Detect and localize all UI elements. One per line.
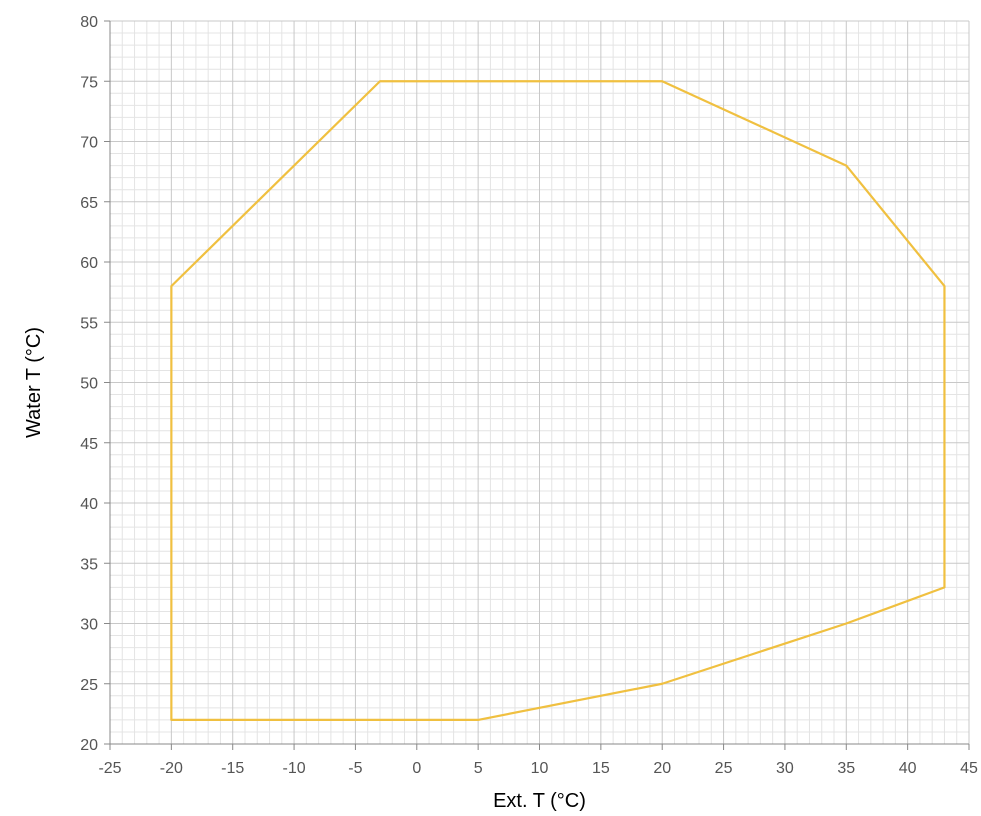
envelope-line <box>170 80 946 722</box>
x-tick-label: 40 <box>899 760 917 777</box>
x-tick-label: 30 <box>776 760 794 777</box>
x-tick-label: 25 <box>715 760 733 777</box>
series-layer <box>170 80 946 722</box>
x-tick-label: 10 <box>531 760 549 777</box>
axes <box>104 20 970 750</box>
x-tick-labels: -25 -20 -15 -10 -5 0 5 10 15 20 25 30 35 40 45 <box>98 760 978 777</box>
x-tick-label: 20 <box>653 760 671 777</box>
x-tick-label: -15 <box>221 760 244 777</box>
y-tick-label: 80 <box>80 14 98 31</box>
y-tick-label: 65 <box>80 195 98 212</box>
y-tick-label: 25 <box>80 677 98 694</box>
y-tick-labels: 20 25 30 35 40 45 50 55 60 65 70 75 80 <box>80 14 98 754</box>
x-tick-label: -20 <box>160 760 183 777</box>
y-tick-label: 30 <box>80 617 98 634</box>
y-tick-label: 40 <box>80 496 98 513</box>
x-tick-label: 0 <box>412 760 421 777</box>
x-tick-label: 15 <box>592 760 610 777</box>
y-tick-label: 20 <box>80 737 98 754</box>
y-tick-label: 60 <box>80 255 98 272</box>
y-axis-title: Water T (°C) <box>23 327 45 438</box>
x-tick-label: 35 <box>837 760 855 777</box>
x-tick-label: 5 <box>474 760 483 777</box>
x-tick-label: -5 <box>348 760 362 777</box>
y-tick-label: 70 <box>80 135 98 152</box>
y-tick-label: 75 <box>80 74 98 91</box>
y-tick-label: 55 <box>80 315 98 332</box>
x-tick-label: 45 <box>960 760 978 777</box>
y-tick-label: 35 <box>80 556 98 573</box>
x-axis-title: Ext. T (°C) <box>493 790 586 812</box>
x-tick-label: -25 <box>98 760 121 777</box>
y-tick-label: 50 <box>80 376 98 393</box>
x-tick-label: -10 <box>283 760 306 777</box>
y-tick-label: 45 <box>80 436 98 453</box>
